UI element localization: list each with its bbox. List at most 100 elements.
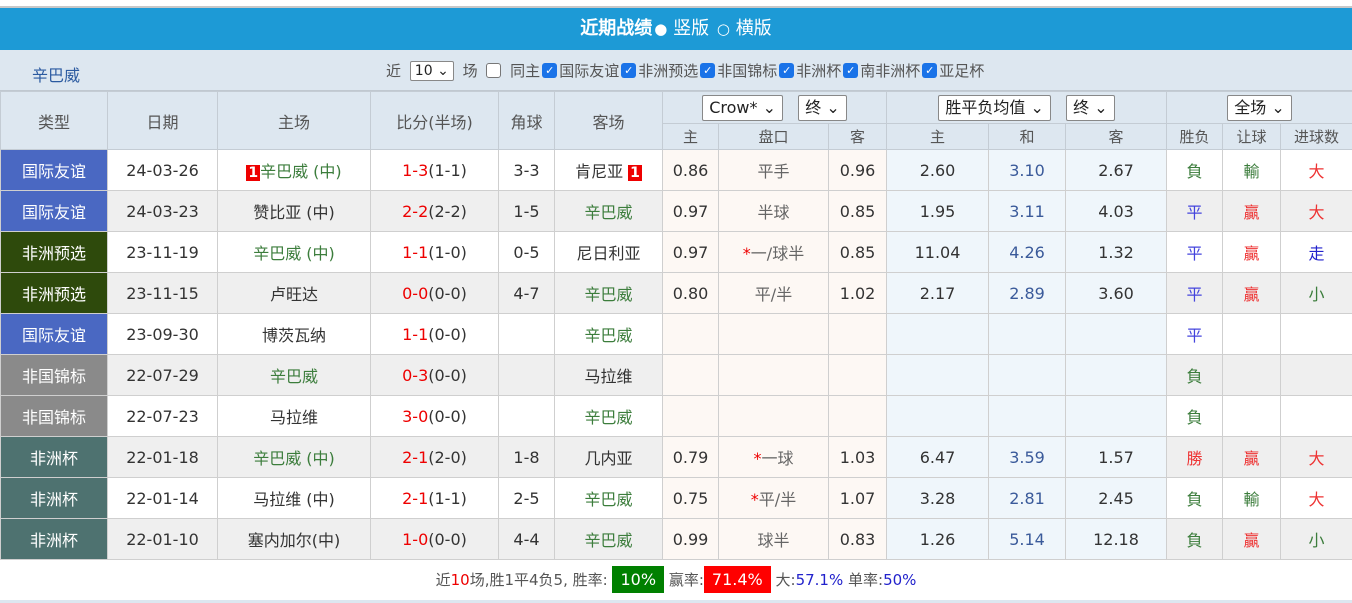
ah-away-odds (829, 355, 887, 396)
result: 平 (1167, 191, 1223, 232)
company-select[interactable]: Crow* ⌄ (702, 95, 783, 121)
goals-result: 小 (1281, 519, 1352, 560)
header-euro-odds: 胜平负均值 ⌄ 终 ⌄ (887, 92, 1167, 124)
comp-checkbox[interactable]: ✓ (700, 63, 715, 78)
comp-checkbox[interactable]: ✓ (843, 63, 858, 78)
subheader: 进球数 (1281, 124, 1352, 150)
eu-away-odds (1066, 396, 1167, 437)
ah-line: *一/球半 (719, 232, 829, 273)
eu-home-odds: 1.95 (887, 191, 989, 232)
ah-home-odds: 0.79 (663, 437, 719, 478)
away-team: 辛巴威 (555, 273, 663, 314)
match-date: 23-09-30 (108, 314, 218, 355)
ah-line: 球半 (719, 519, 829, 560)
match-count-select[interactable]: 10 ⌄ (410, 61, 454, 81)
ah-line (719, 314, 829, 355)
away-team: 几内亚 (555, 437, 663, 478)
ah-home-odds: 0.75 (663, 478, 719, 519)
handicap-rate-badge: 71.4% (704, 566, 771, 593)
summary-footer: 近10场,胜1平4负5, 胜率: 10% 赢率:71.4% 大:57.1% 单率… (0, 560, 1352, 603)
comp-checkbox[interactable]: ✓ (779, 63, 794, 78)
home-team: 辛巴威 (中) (218, 437, 371, 478)
eu-home-odds: 11.04 (887, 232, 989, 273)
ah-away-odds (829, 396, 887, 437)
ah-line: 平手 (719, 150, 829, 191)
subheader: 客 (829, 124, 887, 150)
scope-select[interactable]: 全场 ⌄ (1227, 95, 1292, 121)
home-team: 辛巴威 (218, 355, 371, 396)
comp-checkbox[interactable]: ✓ (621, 63, 636, 78)
home-team: 马拉维 (中) (218, 478, 371, 519)
eu-away-odds (1066, 314, 1167, 355)
eu-stage-select[interactable]: 终 ⌄ (1066, 95, 1115, 121)
result: 平 (1167, 314, 1223, 355)
team-name: 辛巴威 (32, 62, 80, 86)
comp-label: 亚足杯 (939, 60, 984, 81)
match-date: 23-11-15 (108, 273, 218, 314)
match-date: 22-07-29 (108, 355, 218, 396)
ah-line (719, 396, 829, 437)
handicap-result (1223, 314, 1281, 355)
corner-score (499, 355, 555, 396)
eu-draw-odds (989, 396, 1066, 437)
goals-result: 大 (1281, 478, 1352, 519)
match-date: 22-07-23 (108, 396, 218, 437)
goals-result (1281, 396, 1352, 437)
radio-vertical-icon[interactable]: ● (654, 20, 667, 38)
eu-away-odds (1066, 355, 1167, 396)
comp-checkbox[interactable]: ✓ (922, 63, 937, 78)
same-home-checkbox[interactable] (486, 63, 501, 78)
near-label: 近 (386, 60, 401, 81)
handicap-result: 贏 (1223, 232, 1281, 273)
eu-draw-odds: 4.26 (989, 232, 1066, 273)
ah-home-odds (663, 396, 719, 437)
comp-label: 非国锦标 (717, 60, 777, 81)
match-score: 0-3(0-0) (371, 355, 499, 396)
match-score: 3-0(0-0) (371, 396, 499, 437)
eu-home-odds (887, 314, 989, 355)
eu-home-odds: 3.28 (887, 478, 989, 519)
eu-away-odds: 4.03 (1066, 191, 1167, 232)
subheader: 盘口 (719, 124, 829, 150)
euro-type-select[interactable]: 胜平负均值 ⌄ (938, 95, 1051, 121)
away-team: 尼日利亚 (555, 232, 663, 273)
match-type: 非国锦标 (1, 396, 108, 437)
ah-stage-select[interactable]: 终 ⌄ (798, 95, 847, 121)
eu-draw-odds (989, 355, 1066, 396)
subheader: 和 (989, 124, 1066, 150)
match-date: 24-03-26 (108, 150, 218, 191)
match-type: 非洲杯 (1, 519, 108, 560)
handicap-result (1223, 396, 1281, 437)
comp-label: 非洲杯 (796, 60, 841, 81)
radio-horizontal-icon[interactable]: ○ (717, 20, 730, 38)
handicap-result: 輸 (1223, 150, 1281, 191)
radio-vertical-label[interactable]: 竖版 (673, 18, 709, 39)
goals-result: 大 (1281, 437, 1352, 478)
header-score: 比分(半场) (371, 92, 499, 150)
match-type: 非洲杯 (1, 437, 108, 478)
summary-text: 单率: (848, 571, 883, 589)
red-card-badge: 1 (628, 165, 642, 181)
corner-score: 0-5 (499, 232, 555, 273)
match-type: 国际友谊 (1, 150, 108, 191)
eu-home-odds: 1.26 (887, 519, 989, 560)
eu-draw-odds (989, 314, 1066, 355)
ah-line (719, 355, 829, 396)
ah-home-odds (663, 314, 719, 355)
match-count-value: 10 (415, 63, 433, 79)
subheader: 让球 (1223, 124, 1281, 150)
match-type: 非洲预选 (1, 232, 108, 273)
comp-checkbox[interactable]: ✓ (542, 63, 557, 78)
home-team: 赞比亚 (中) (218, 191, 371, 232)
radio-horizontal-label[interactable]: 横版 (736, 18, 772, 39)
